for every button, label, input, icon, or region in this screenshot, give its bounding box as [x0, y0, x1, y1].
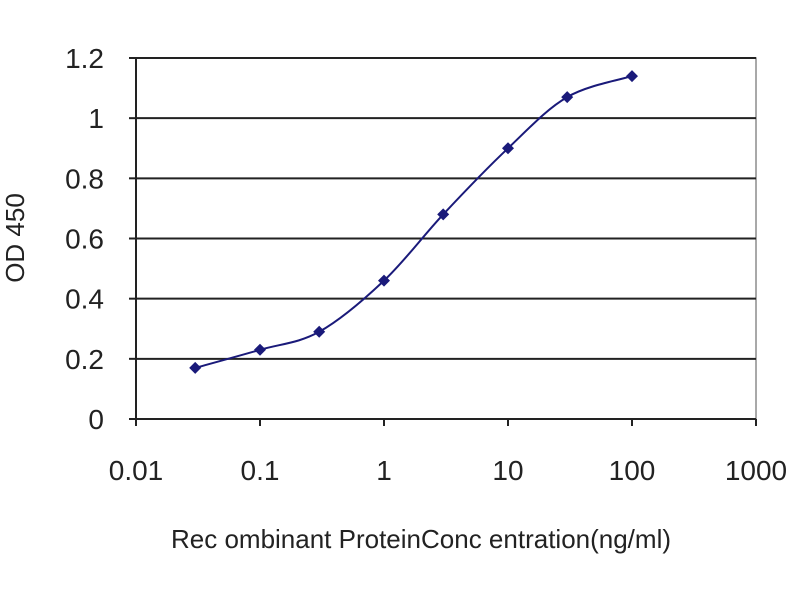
series-line — [194, 75, 633, 369]
x-tick-label: 100 — [609, 455, 656, 486]
data-point — [313, 325, 326, 338]
y-tick-label: 0.2 — [65, 344, 104, 375]
x-axis-title: Rec ombinant ProteinConc entration(ng/ml… — [171, 524, 671, 554]
y-axis-title: OD 450 — [0, 193, 30, 283]
data-point — [437, 208, 450, 221]
x-tick-label: 0.1 — [241, 455, 280, 486]
y-tick-label: 0 — [88, 404, 104, 435]
data-point — [626, 70, 638, 83]
y-tick-label: 0.6 — [65, 224, 104, 255]
y-tick-label: 0.8 — [65, 163, 104, 194]
y-tick-label: 1 — [88, 103, 104, 134]
x-tick-label: 1000 — [725, 455, 787, 486]
y-tick-label: 1.2 — [65, 43, 104, 74]
data-point — [189, 361, 202, 374]
data-point — [378, 274, 390, 287]
data-point — [561, 91, 574, 104]
x-tick-label: 0.01 — [109, 455, 164, 486]
y-tick-label: 0.4 — [65, 284, 104, 315]
data-point — [254, 343, 266, 356]
x-tick-label: 10 — [492, 455, 523, 486]
data-point — [502, 142, 514, 155]
x-tick-label: 1 — [376, 455, 392, 486]
